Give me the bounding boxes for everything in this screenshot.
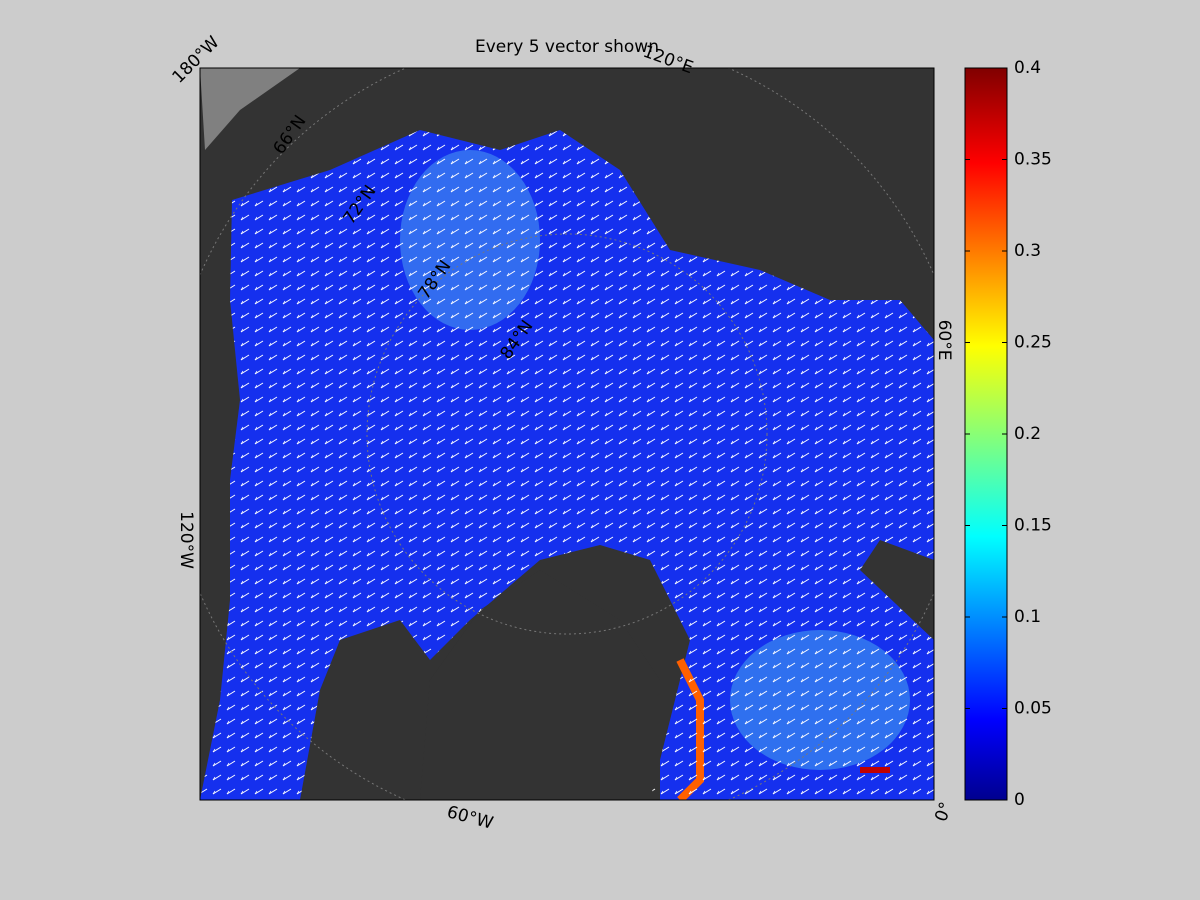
graticule xyxy=(366,233,768,635)
map-label: 60°W xyxy=(445,802,496,834)
title: Every 5 vector shown xyxy=(475,37,659,57)
vectors xyxy=(200,130,934,800)
map-label: 0° xyxy=(931,799,956,824)
colorbar-tick-label: 0.1 xyxy=(1014,607,1041,627)
colorbar-tick-label: 0.15 xyxy=(1014,516,1052,536)
greenland xyxy=(420,570,660,800)
colorbar-tick-label: 0.2 xyxy=(1014,424,1041,444)
colorbar-tick-label: 0.3 xyxy=(1014,241,1041,261)
colorbar-ticks: 0 0.05 0.1 0.15 0.2 0.25 0.3 0.35 0.4 xyxy=(965,58,1052,810)
colorbar-tick-label: 0.35 xyxy=(1014,150,1052,170)
map xyxy=(200,68,934,800)
colorbar-tick-label: 0.25 xyxy=(1014,333,1052,353)
colorbar xyxy=(964,67,1008,801)
colorbar-tick-label: 0.4 xyxy=(1014,58,1041,78)
map-label: 60°E xyxy=(934,320,954,361)
map-label: 120°W xyxy=(176,511,196,569)
axes-frame xyxy=(199,67,935,801)
grey-area xyxy=(200,68,300,150)
colorbar-tick-label: 0 xyxy=(1014,790,1025,810)
colorbar-tick-label: 0.05 xyxy=(1014,699,1052,719)
